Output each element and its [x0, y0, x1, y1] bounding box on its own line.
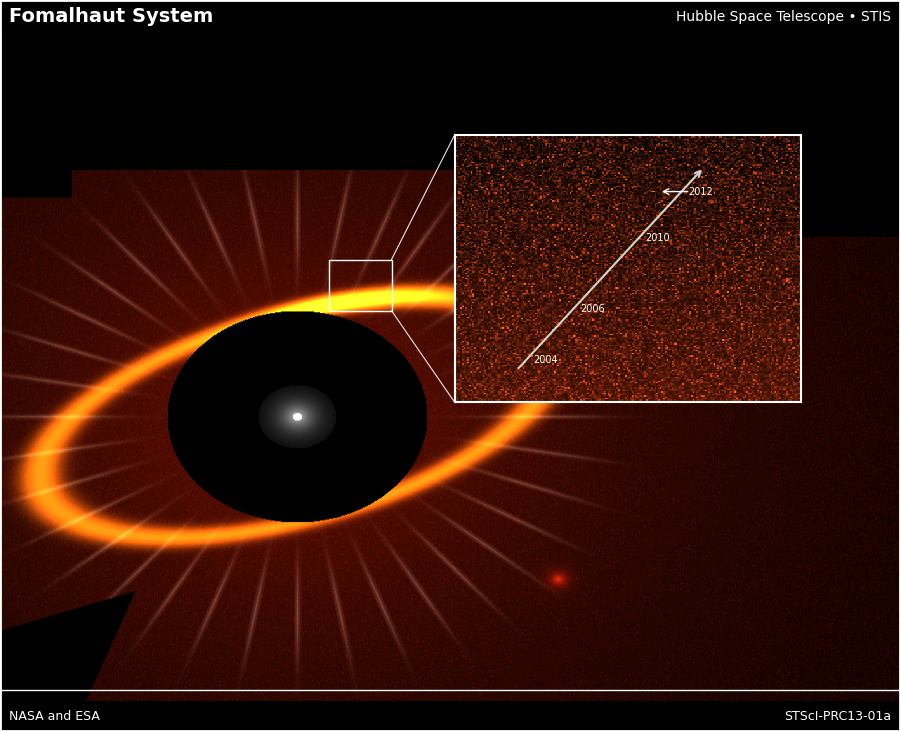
- Text: 2012: 2012: [688, 186, 714, 197]
- Text: STScI-PRC13-01a: STScI-PRC13-01a: [784, 710, 891, 722]
- Text: 2010: 2010: [645, 233, 670, 243]
- Text: 2004: 2004: [534, 355, 558, 365]
- Bar: [0, 0, 900, 34]
- Text: Hubble Space Telescope • STIS: Hubble Space Telescope • STIS: [676, 10, 891, 24]
- Text: NASA and ESA: NASA and ESA: [9, 710, 100, 722]
- Text: Fomalhaut System: Fomalhaut System: [9, 7, 213, 26]
- Text: 2006: 2006: [580, 304, 605, 314]
- Bar: [454, 135, 801, 402]
- Bar: [0, 701, 900, 731]
- Bar: [328, 260, 392, 311]
